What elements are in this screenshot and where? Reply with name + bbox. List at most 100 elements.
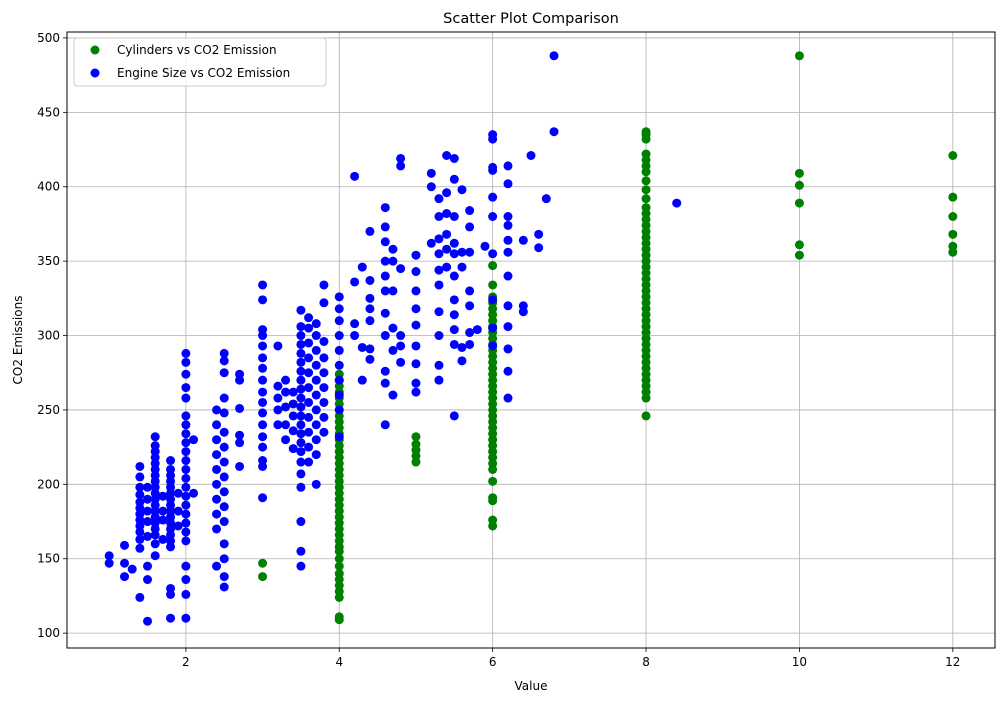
data-point — [273, 341, 283, 351]
x-tick-label: 10 — [792, 655, 807, 669]
data-point — [380, 256, 390, 266]
data-point — [235, 369, 245, 379]
data-point — [219, 472, 229, 482]
data-point — [181, 561, 191, 571]
data-point — [449, 271, 459, 281]
data-point — [411, 286, 421, 296]
data-point — [457, 342, 467, 352]
data-point — [396, 357, 406, 367]
data-point — [380, 286, 390, 296]
data-point — [641, 176, 651, 186]
data-point — [296, 457, 306, 467]
data-point — [296, 375, 306, 385]
data-point — [442, 209, 452, 219]
data-point — [181, 447, 191, 457]
data-point — [258, 375, 268, 385]
data-point — [534, 229, 544, 239]
data-point — [794, 51, 804, 61]
data-point — [311, 390, 321, 400]
data-point — [334, 316, 344, 326]
data-point — [488, 261, 498, 271]
data-point — [465, 328, 475, 338]
data-point — [143, 531, 153, 541]
data-point — [104, 558, 114, 568]
data-point — [334, 405, 344, 415]
data-point — [434, 360, 444, 370]
data-point — [311, 319, 321, 329]
data-point — [296, 429, 306, 439]
data-point — [794, 250, 804, 260]
data-point — [219, 572, 229, 582]
data-point — [319, 336, 329, 346]
data-point — [794, 198, 804, 208]
chart-title: Scatter Plot Comparison — [443, 11, 619, 27]
data-point — [296, 348, 306, 358]
data-point — [442, 244, 452, 254]
data-point — [465, 301, 475, 311]
data-point — [380, 308, 390, 318]
data-point — [143, 482, 153, 492]
data-point — [319, 383, 329, 393]
data-point — [258, 408, 268, 418]
data-point — [258, 341, 268, 351]
data-point — [319, 397, 329, 407]
data-point — [296, 366, 306, 376]
data-point — [296, 339, 306, 349]
y-tick-label: 400 — [37, 180, 60, 194]
data-point — [488, 249, 498, 259]
data-point — [503, 220, 513, 230]
data-point — [181, 575, 191, 585]
data-point — [488, 295, 498, 305]
data-point — [380, 420, 390, 430]
data-point — [296, 469, 306, 479]
data-point — [296, 438, 306, 448]
data-point — [288, 411, 298, 421]
x-tick-label: 8 — [642, 655, 650, 669]
data-point — [641, 185, 651, 195]
data-point — [273, 420, 283, 430]
data-point — [143, 517, 153, 527]
data-point — [411, 378, 421, 388]
data-point — [296, 384, 306, 394]
data-point — [388, 244, 398, 254]
data-point — [258, 325, 268, 335]
data-point — [219, 582, 229, 592]
data-point — [503, 301, 513, 311]
y-tick-label: 350 — [37, 254, 60, 268]
data-point — [948, 229, 958, 239]
data-point — [258, 558, 268, 568]
data-point — [319, 298, 329, 308]
data-point — [296, 393, 306, 403]
data-point — [296, 517, 306, 527]
data-point — [488, 323, 498, 333]
data-point — [380, 378, 390, 388]
grid-lines — [67, 32, 995, 648]
data-point — [503, 393, 513, 403]
data-point — [258, 493, 268, 503]
data-point — [396, 331, 406, 341]
data-point — [212, 479, 222, 489]
data-point — [258, 420, 268, 430]
data-point — [120, 572, 130, 582]
y-axis-label: CO2 Emissions — [11, 296, 25, 385]
data-point — [296, 482, 306, 492]
legend-box — [73, 37, 327, 87]
data-point — [150, 441, 160, 451]
data-point — [334, 612, 344, 622]
data-point — [388, 286, 398, 296]
data-point — [296, 546, 306, 556]
data-point — [488, 192, 498, 202]
data-point — [350, 331, 360, 341]
data-point — [388, 256, 398, 266]
data-point — [434, 194, 444, 204]
data-point — [120, 558, 130, 568]
data-point — [411, 304, 421, 314]
data-point — [181, 473, 191, 483]
data-point — [411, 341, 421, 351]
data-point — [135, 592, 145, 602]
data-point — [357, 375, 367, 385]
data-point — [296, 411, 306, 421]
data-point — [334, 345, 344, 355]
data-point — [304, 412, 314, 422]
data-point — [219, 427, 229, 437]
